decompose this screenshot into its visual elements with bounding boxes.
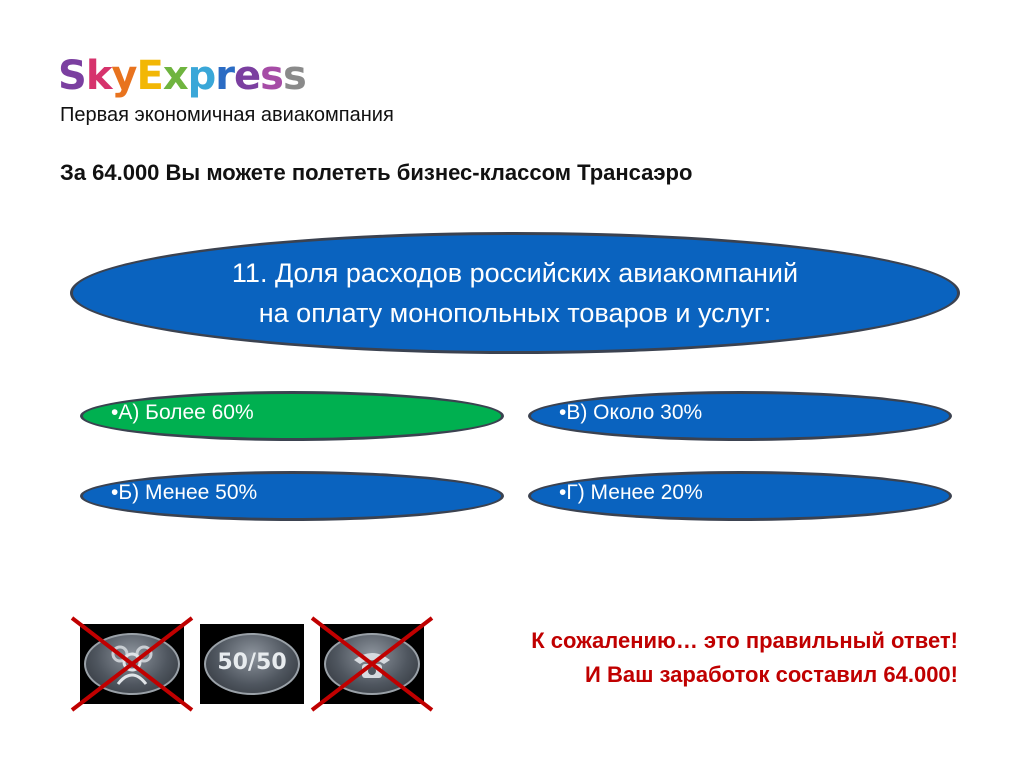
prize-headline: За 64.000 Вы можете полететь бизнес-клас… [60,160,693,185]
answer-g-label: •Г) Менее 20% [559,481,703,504]
used-cross-icon [70,616,194,712]
lifeline-oval [324,633,420,695]
question-line-1: 11. Доля расходов российских авиакомпани… [231,258,799,288]
result-message: К сожалению… это правильный ответ! И Ваш… [531,624,958,692]
answer-a-button[interactable]: •А) Более 60% [80,391,504,441]
tagline: Первая экономичная авиакомпания [60,104,394,126]
lifeline-phone-friend[interactable] [310,616,434,712]
skyexpress-logo: SkyExpress [58,53,307,99]
lifeline-ask-audience[interactable] [70,616,194,712]
audience-icon [111,645,153,685]
answer-v-button[interactable]: •В) Около 30% [528,391,952,441]
fifty-fifty-label: 50/50 [217,650,287,675]
question-panel: 11. Доля расходов российских авиакомпани… [70,232,960,354]
answer-v-label: •В) Около 30% [559,401,703,424]
answer-a-label: •А) Более 60% [111,401,254,424]
lifeline-oval [84,633,180,695]
answer-b-button[interactable]: •Б) Менее 50% [80,471,504,521]
used-cross-icon [310,616,434,712]
answer-b-label: •Б) Менее 50% [111,481,258,504]
answer-g-button[interactable]: •Г) Менее 20% [528,471,952,521]
result-line-2: И Ваш заработок составил 64.000! [585,662,958,687]
result-line-1: К сожалению… это правильный ответ! [531,628,958,653]
lifeline-oval [204,633,300,695]
question-line-2: на оплату монопольных товаров и услуг: [258,298,772,328]
lifeline-fifty-fifty[interactable]: 50/50 [200,624,304,704]
